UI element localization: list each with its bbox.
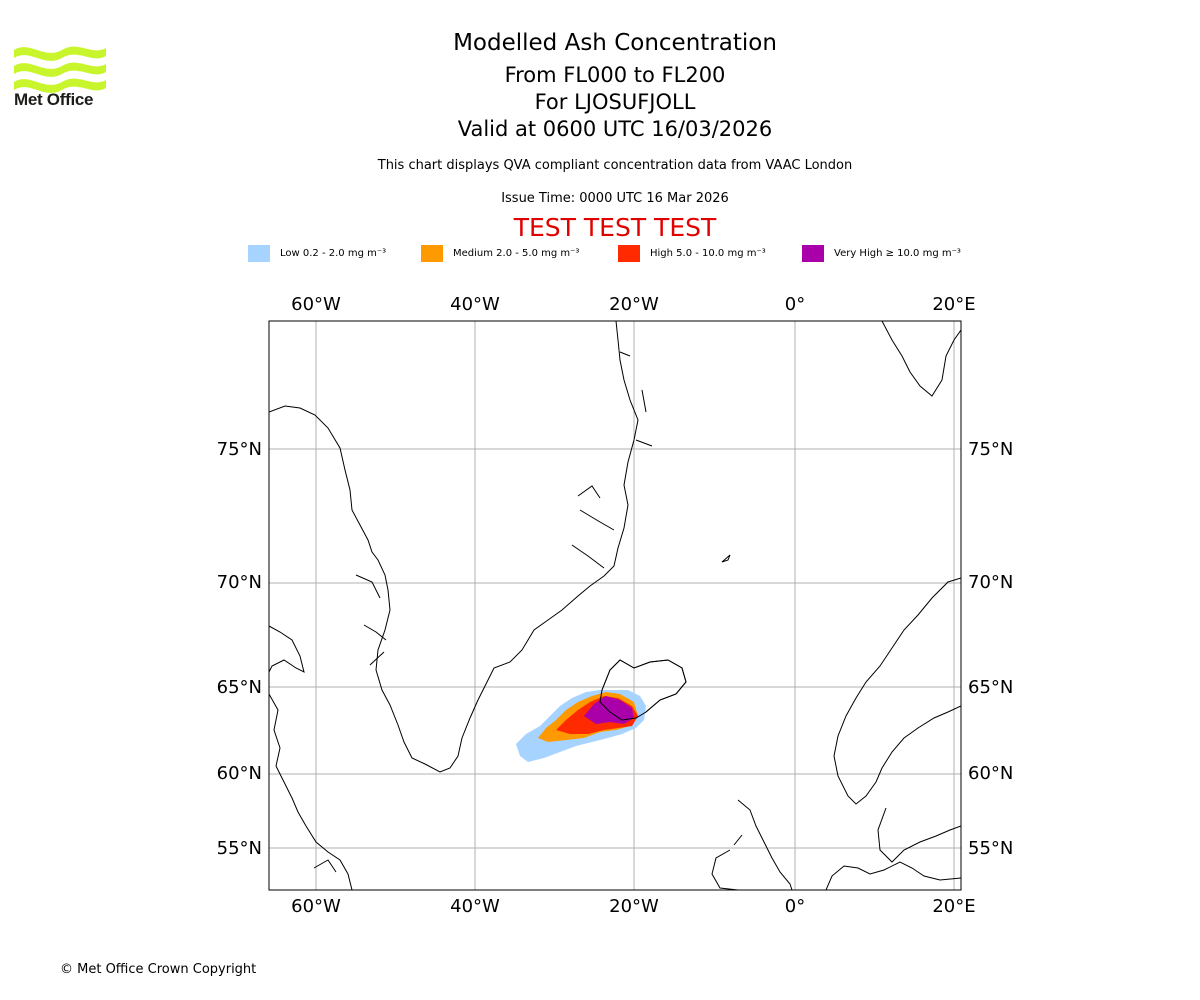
issue-time: Issue Time: 0000 UTC 16 Mar 2026 (501, 191, 729, 206)
legend-item-medium: Medium 2.0 - 5.0 mg m⁻³ (421, 244, 579, 263)
coastline-iceland-overlay (599, 659, 687, 721)
lon-label-top-40w: 40°W (450, 294, 500, 315)
met-office-logo (14, 46, 106, 93)
legend-label-high: High 5.0 - 10.0 mg m⁻³ (650, 248, 766, 259)
lon-label-bottom-60w: 60°W (291, 896, 341, 917)
lon-label-top-60w: 60°W (291, 294, 341, 315)
test-banner: TEST TEST TEST (513, 213, 717, 242)
lon-label-top-20e: 20°E (932, 294, 975, 315)
legend-label-low: Low 0.2 - 2.0 mg m⁻³ (280, 248, 387, 259)
legend-item-low: Low 0.2 - 2.0 mg m⁻³ (248, 244, 386, 263)
legend-swatch-low (248, 245, 270, 262)
lon-label-bottom-40w: 40°W (450, 896, 500, 917)
valid-time: Valid at 0600 UTC 16/03/2026 (457, 117, 773, 141)
legend-item-high: High 5.0 - 10.0 mg m⁻³ (618, 244, 766, 263)
legend-swatch-very-high (802, 245, 824, 262)
chart-description: This chart displays QVA compliant concen… (377, 158, 853, 173)
lat-label-left-70n: 70°N (217, 572, 262, 593)
lat-label-left-75n: 75°N (217, 439, 262, 460)
coastline-greenland (269, 321, 639, 773)
lat-label-right-55n: 55°N (968, 838, 1013, 859)
coastline-baltic (877, 807, 961, 863)
lat-label-right-70n: 70°N (968, 572, 1013, 593)
coastline-svalbard (881, 321, 961, 397)
flight-levels: From FL000 to FL200 (504, 63, 726, 87)
legend-swatch-high (618, 245, 640, 262)
ash-plume (516, 690, 646, 762)
coastline-north-sea-coast (825, 861, 961, 890)
legend-label-medium: Medium 2.0 - 5.0 mg m⁻³ (453, 248, 580, 259)
legend-item-very-high: Very High ≥ 10.0 mg m⁻³ (802, 244, 961, 263)
lon-label-bottom-20w: 20°W (609, 896, 659, 917)
volcano-name: For LJOSUFJOLL (534, 90, 696, 114)
lat-label-right-60n: 60°N (968, 763, 1013, 784)
coastline-newfoundland (313, 859, 337, 873)
lat-label-right-75n: 75°N (968, 439, 1013, 460)
lat-label-left-65n: 65°N (217, 677, 262, 698)
coastline-baffin (269, 625, 305, 673)
lon-label-top-20w: 20°W (609, 294, 659, 315)
coastline-greenland-fjords (355, 351, 653, 666)
lon-label-top-0: 0° (785, 294, 805, 315)
lat-label-left-60n: 60°N (217, 763, 262, 784)
legend-swatch-medium (421, 245, 443, 262)
lon-label-bottom-0: 0° (785, 896, 805, 917)
copyright-notice: © Met Office Crown Copyright (60, 962, 257, 977)
lat-label-left-55n: 55°N (217, 838, 262, 859)
legend-label-very-high: Very High ≥ 10.0 mg m⁻³ (834, 248, 961, 259)
coastline-jan-mayen (721, 554, 731, 563)
chart-title: Modelled Ash Concentration (453, 30, 777, 56)
lon-label-bottom-20e: 20°E (932, 896, 975, 917)
map-frame (268, 320, 962, 891)
coastline-britain (711, 799, 793, 890)
met-office-logo-text: Met Office (14, 90, 94, 109)
ash-zone-very-high (584, 696, 634, 724)
coastline-labrador (269, 693, 353, 890)
coastline-scandinavia (833, 577, 961, 805)
lat-label-right-65n: 65°N (968, 677, 1013, 698)
